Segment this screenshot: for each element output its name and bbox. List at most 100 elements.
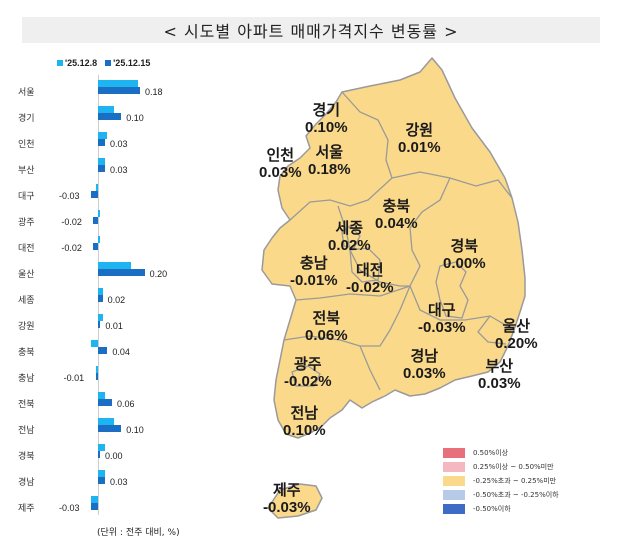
korea-map: 경기 0.10% 강원 0.01% 인천 0.03% 서울 0.18% 충북 0.04% 세종 0.0… bbox=[250, 50, 610, 530]
chart-row: 부산 0.03 bbox=[0, 157, 240, 183]
region-value: 0.18% bbox=[308, 161, 351, 178]
category-label: 경북 bbox=[18, 452, 35, 462]
map-legend-swatch bbox=[443, 448, 465, 458]
map-region-label: 부산 0.03% bbox=[478, 358, 521, 392]
bar-curr-week bbox=[98, 477, 105, 484]
region-value: -0.02% bbox=[346, 279, 394, 296]
value-label: 0.10 bbox=[126, 425, 144, 435]
legend-item-curr: '25.12.15 bbox=[105, 58, 150, 68]
bar-curr-week bbox=[98, 139, 105, 146]
map-legend-label: 0.25%이상 ~ 0.50%미만 bbox=[473, 463, 554, 471]
bar-prev-week bbox=[98, 444, 105, 451]
region-value: -0.01% bbox=[290, 272, 338, 289]
chart-row: 충남 -0.01 bbox=[0, 365, 240, 391]
bar-curr-week bbox=[91, 503, 98, 510]
map-shape bbox=[261, 57, 526, 519]
map-legend-label: 0.50%이상 bbox=[473, 449, 509, 457]
bar-prev-week bbox=[95, 184, 98, 191]
legend-label-prev: '25.12.8 bbox=[65, 58, 98, 68]
region-name: 충북 bbox=[382, 198, 411, 215]
chart-row: 대전 -0.02 bbox=[0, 235, 240, 261]
bar-prev-week bbox=[91, 496, 98, 503]
region-name: 울산 bbox=[502, 318, 531, 335]
chart-row: 경남 0.03 bbox=[0, 469, 240, 495]
region-value: 0.06% bbox=[305, 327, 348, 344]
chart-row: 전북 0.06 bbox=[0, 391, 240, 417]
value-label: -0.01 bbox=[63, 373, 85, 383]
value-label: 0.04 bbox=[112, 347, 130, 357]
bar-prev-week bbox=[91, 340, 98, 347]
region-name: 인천 bbox=[266, 147, 295, 164]
region-value: 0.01% bbox=[398, 139, 441, 156]
category-label: 강원 bbox=[18, 322, 35, 332]
region-value: 0.03% bbox=[478, 375, 521, 392]
value-label: 0.03 bbox=[109, 165, 128, 175]
bar-curr-week bbox=[93, 217, 98, 224]
map-legend-swatch bbox=[443, 504, 465, 514]
value-label: 0.02 bbox=[107, 295, 126, 305]
title-bar: < 시도별 아파트 매매가격지수 변동률 > bbox=[22, 17, 600, 43]
region-name: 경남 bbox=[410, 348, 439, 365]
chart-row: 경기 0.10 bbox=[0, 105, 240, 131]
map-region-label: 충북 0.04% bbox=[375, 198, 418, 232]
map-region-label: 전남 0.10% bbox=[283, 405, 326, 439]
map-region-label: 경기 0.10% bbox=[305, 102, 348, 136]
chart-row: 경북 0.00 bbox=[0, 443, 240, 469]
value-label: 0.10 bbox=[126, 113, 144, 123]
region-name: 제주 bbox=[272, 482, 301, 499]
map-region-label: 전북 0.06% bbox=[305, 310, 348, 344]
map-region-label: 광주 -0.02% bbox=[284, 356, 332, 390]
chart-row: 서울 0.18 bbox=[0, 79, 240, 105]
value-label: -0.02 bbox=[61, 243, 82, 253]
value-label: 0.00 bbox=[105, 451, 123, 461]
category-label: 부산 bbox=[18, 166, 35, 176]
map-region-label: 충남 -0.01% bbox=[290, 255, 338, 289]
region-name: 충남 bbox=[299, 255, 328, 272]
region-name: 세종 bbox=[335, 220, 364, 237]
bar-curr-week bbox=[93, 243, 98, 250]
bar-prev-week bbox=[98, 210, 101, 217]
map-region-label: 제주 -0.03% bbox=[263, 482, 311, 516]
region-name: 광주 bbox=[293, 356, 322, 373]
chart-row: 제주 -0.03 bbox=[0, 495, 240, 521]
chart-row: 세종 0.02 bbox=[0, 287, 240, 313]
map-legend-swatch bbox=[443, 462, 465, 472]
category-label: 경기 bbox=[18, 114, 35, 124]
region-name: 대구 bbox=[427, 302, 456, 319]
map-legend-label: -0.50%이하 bbox=[473, 505, 511, 513]
region-name: 강원 bbox=[405, 122, 434, 139]
chart-row: 강원 0.01 bbox=[0, 313, 240, 339]
chart-legend: '25.12.8 '25.12.15 bbox=[57, 58, 150, 68]
bar-prev-week bbox=[98, 262, 131, 269]
category-label: 광주 bbox=[18, 218, 35, 228]
region-value: -0.03% bbox=[263, 499, 311, 516]
region-value: 0.03% bbox=[259, 164, 302, 181]
region-name: 전남 bbox=[290, 405, 319, 422]
map-legend-item: -0.25%초과 ~ 0.25%미만 bbox=[443, 474, 559, 488]
bar-prev-week bbox=[98, 418, 115, 425]
region-name: 경기 bbox=[312, 102, 341, 119]
region-name: 부산 bbox=[485, 358, 514, 375]
map-legend-item: 0.50%이상 bbox=[443, 446, 559, 460]
bar-prev-week bbox=[98, 314, 103, 321]
region-name: 전북 bbox=[312, 310, 341, 327]
region-value: 0.10% bbox=[305, 119, 348, 136]
legend-item-prev: '25.12.8 bbox=[57, 58, 97, 68]
bar-curr-week bbox=[98, 399, 112, 406]
bar-curr-week bbox=[98, 451, 100, 458]
category-label: 충북 bbox=[18, 348, 35, 358]
page-title: < 시도별 아파트 매매가격지수 변동률 > bbox=[163, 22, 459, 41]
value-label: 0.18 bbox=[144, 87, 163, 97]
map-legend-item: 0.25%이상 ~ 0.50%미만 bbox=[443, 460, 559, 474]
chart-row: 광주 -0.02 bbox=[0, 209, 240, 235]
bar-curr-week bbox=[98, 425, 122, 432]
bar-curr-week bbox=[98, 321, 101, 328]
chart-row: 충북 0.04 bbox=[0, 339, 240, 365]
bar-curr-week bbox=[98, 347, 108, 354]
bar-prev-week bbox=[98, 80, 138, 87]
map-legend-swatch bbox=[443, 476, 465, 486]
bar-curr-week bbox=[98, 269, 145, 276]
chart-row: 대구 -0.03 bbox=[0, 183, 240, 209]
category-label: 제주 bbox=[18, 504, 35, 514]
category-label: 인천 bbox=[18, 140, 35, 150]
